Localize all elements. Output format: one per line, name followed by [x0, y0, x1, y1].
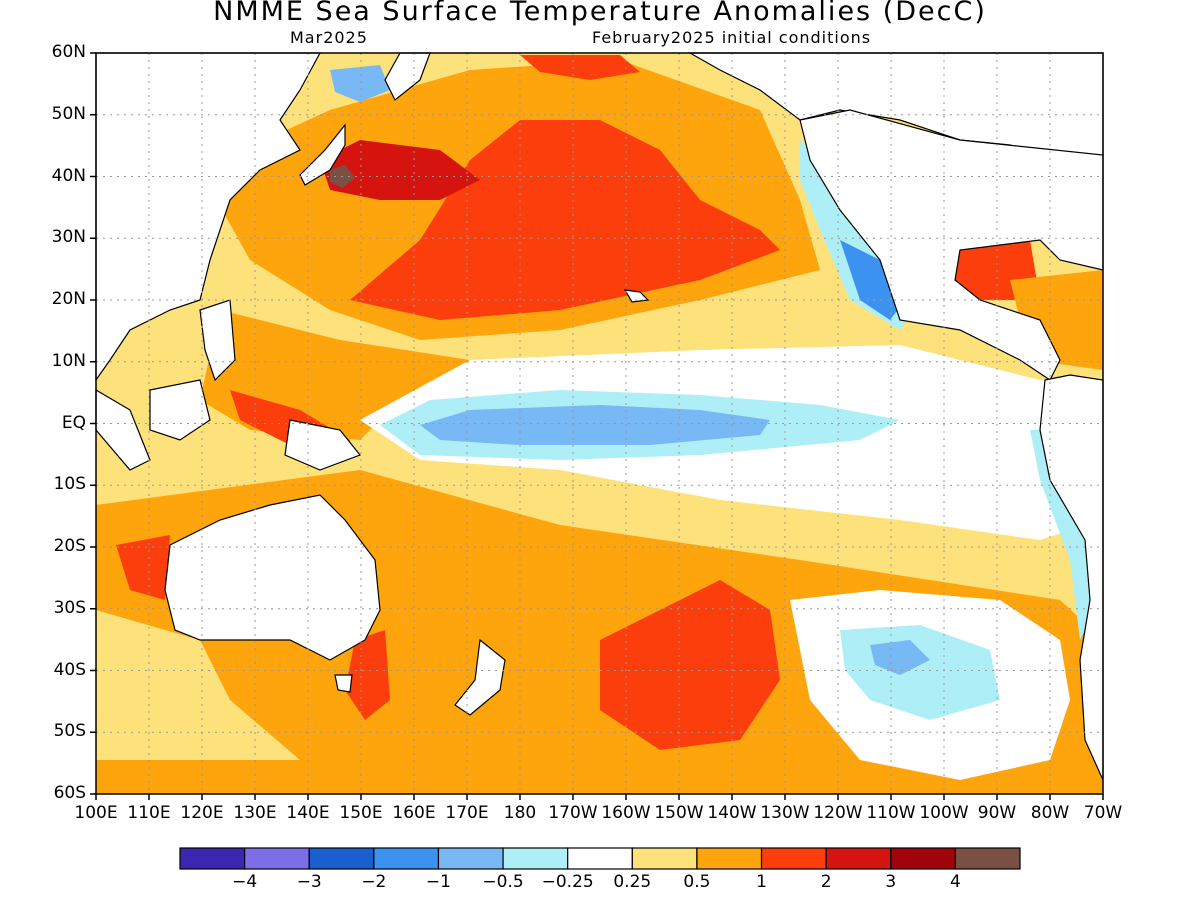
latitude-label: 60N [51, 42, 86, 62]
colorbar-swatch [373, 847, 440, 870]
colorbar-swatch [890, 847, 956, 870]
longitude-label: 130E [233, 803, 277, 823]
map-title: NMME Sea Surface Temperature Anomalies (… [213, 0, 987, 27]
longitude-label: 120W [813, 803, 863, 823]
land-masses [95, 52, 1104, 781]
south-america-coast-cool [1030, 430, 1090, 640]
colorbar-label: 0.25 [613, 872, 652, 892]
colorbar-swatch [244, 847, 310, 870]
colorbar-swatch [567, 847, 633, 870]
initial-conditions-label: February2025 initial conditions [592, 28, 872, 47]
colorbar-label: 3 [885, 872, 897, 892]
longitude-label: 110W [866, 803, 916, 823]
hawaii-islands [623, 289, 650, 303]
longitude-label: 160E [392, 803, 436, 823]
borneo-landmass [149, 379, 211, 441]
west-australia-hot-anomaly [116, 535, 170, 600]
latitude-label: 20S [53, 536, 86, 556]
japan-landmass [299, 123, 346, 186]
colorbar-swatch [696, 847, 763, 870]
south-pacific-hot-anomaly [600, 580, 780, 750]
longitude-label: 120E [180, 803, 224, 823]
latitude-label: 50N [51, 103, 86, 124]
longitude-label: 130W [760, 803, 810, 823]
latitude-label: 40S [53, 659, 86, 680]
bering-sea-hot-anomaly [520, 55, 640, 80]
longitude-label: 100E [74, 803, 118, 823]
latitude-label: 30S [53, 597, 86, 618]
new-zealand-landmass [454, 638, 506, 716]
colorbar-swatch [437, 847, 504, 870]
longitude-label: 170E [445, 803, 489, 823]
longitude-label: 100W [919, 803, 969, 823]
longitude-label: 150E [339, 803, 383, 823]
colorbar-label: −0.5 [482, 872, 524, 892]
latitude-label: 20N [51, 289, 86, 309]
latitude-label: 60S [53, 783, 86, 803]
longitude-label: 90W [977, 803, 1017, 823]
longitude-label: 70W [1083, 803, 1123, 823]
colorbar-label: −1 [425, 872, 451, 892]
longitude-label: 110E [127, 803, 171, 823]
australia-landmass [164, 494, 381, 661]
axis-ticks [90, 52, 1104, 800]
colorbar-label: 2 [820, 872, 832, 892]
longitude-label: 180 [503, 803, 537, 823]
colorbar-swatch [308, 847, 375, 870]
longitude-label: 80W [1030, 803, 1070, 823]
colorbar-label: 4 [949, 872, 961, 892]
southern-ocean-yellow [96, 610, 300, 760]
colorbar-label: −3 [296, 872, 322, 892]
colorbar-label: 1 [756, 872, 767, 892]
asia-landmass [95, 52, 322, 382]
longitude-label: 160W [601, 803, 651, 823]
colorbar-label: −4 [232, 872, 258, 892]
longitude-label: 150W [654, 803, 704, 823]
latitude-label: 50S [53, 721, 86, 742]
new-guinea-landmass [284, 419, 361, 471]
longitude-label: 170W [548, 803, 598, 823]
colorbar-swatch [631, 847, 698, 870]
colorbar-swatch [760, 847, 827, 870]
latitude-label: 10N [51, 350, 86, 371]
colorbar [179, 847, 1021, 870]
colorbar-label: 0.5 [683, 872, 711, 892]
longitude-label: 140W [707, 803, 757, 823]
forecast-month-label: Mar2025 [290, 28, 368, 47]
colorbar-label: −0.25 [541, 872, 594, 892]
colorbar-swatch [954, 847, 1021, 870]
colorbar-swatch [179, 847, 246, 870]
colorbar-swatch [825, 847, 892, 870]
latitude-label: 30N [51, 227, 86, 248]
equatorial-cold-anomaly [420, 405, 770, 445]
philippines-landmass [199, 299, 236, 382]
longitude-label: 140E [286, 803, 330, 823]
latitude-label: 10S [53, 474, 86, 495]
latitude-label: EQ [61, 412, 86, 433]
south-america-landmass [1039, 374, 1104, 781]
kuroshio-hot-anomaly [320, 140, 480, 200]
colorbar-swatch [502, 847, 569, 870]
graticule [96, 53, 1103, 794]
colorbar-label: −2 [361, 872, 387, 892]
tasman-hot-anomaly [345, 630, 390, 720]
okhotsk-cool-patch [330, 65, 390, 102]
north-pacific-hot-anomaly [350, 120, 780, 320]
tasmania-landmass [334, 674, 353, 693]
southeast-cold-patch [870, 640, 930, 675]
latitude-label: 40N [51, 165, 86, 186]
